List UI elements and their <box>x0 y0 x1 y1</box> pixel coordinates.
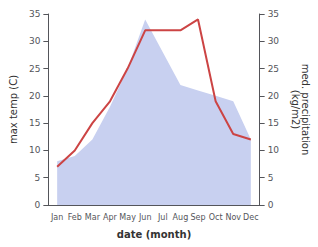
svg-text:Dec: Dec <box>243 213 258 222</box>
svg-text:Feb: Feb <box>68 213 82 222</box>
svg-text:May: May <box>119 213 136 222</box>
svg-text:30: 30 <box>268 36 280 46</box>
svg-text:Jan: Jan <box>50 213 63 222</box>
svg-text:30: 30 <box>29 36 41 46</box>
svg-text:15: 15 <box>268 118 279 128</box>
svg-text:max temp (C): max temp (C) <box>8 75 19 144</box>
svg-text:Mar: Mar <box>85 213 101 222</box>
svg-text:date (month): date (month) <box>117 229 191 240</box>
svg-text:20: 20 <box>268 91 280 101</box>
svg-text:15: 15 <box>29 118 40 128</box>
svg-text:35: 35 <box>29 9 40 19</box>
svg-text:0: 0 <box>268 200 274 210</box>
svg-text:med. precipitation: med. precipitation <box>299 63 311 156</box>
svg-text:20: 20 <box>29 91 41 101</box>
svg-text:25: 25 <box>29 64 40 74</box>
svg-text:5: 5 <box>35 173 41 183</box>
svg-text:Nov: Nov <box>225 213 241 222</box>
svg-text:35: 35 <box>268 9 279 19</box>
svg-text:Oct: Oct <box>209 213 223 222</box>
svg-text:Jul: Jul <box>157 213 168 222</box>
svg-text:10: 10 <box>268 145 280 155</box>
svg-text:0: 0 <box>35 200 41 210</box>
svg-text:25: 25 <box>268 64 279 74</box>
svg-text:Apr: Apr <box>103 213 118 222</box>
svg-text:Aug: Aug <box>173 213 189 222</box>
svg-text:5: 5 <box>268 173 274 183</box>
svg-text:10: 10 <box>29 145 41 155</box>
svg-text:(kg/m2): (kg/m2) <box>290 90 301 130</box>
svg-text:Sep: Sep <box>190 213 205 222</box>
svg-text:Jun: Jun <box>138 213 152 222</box>
